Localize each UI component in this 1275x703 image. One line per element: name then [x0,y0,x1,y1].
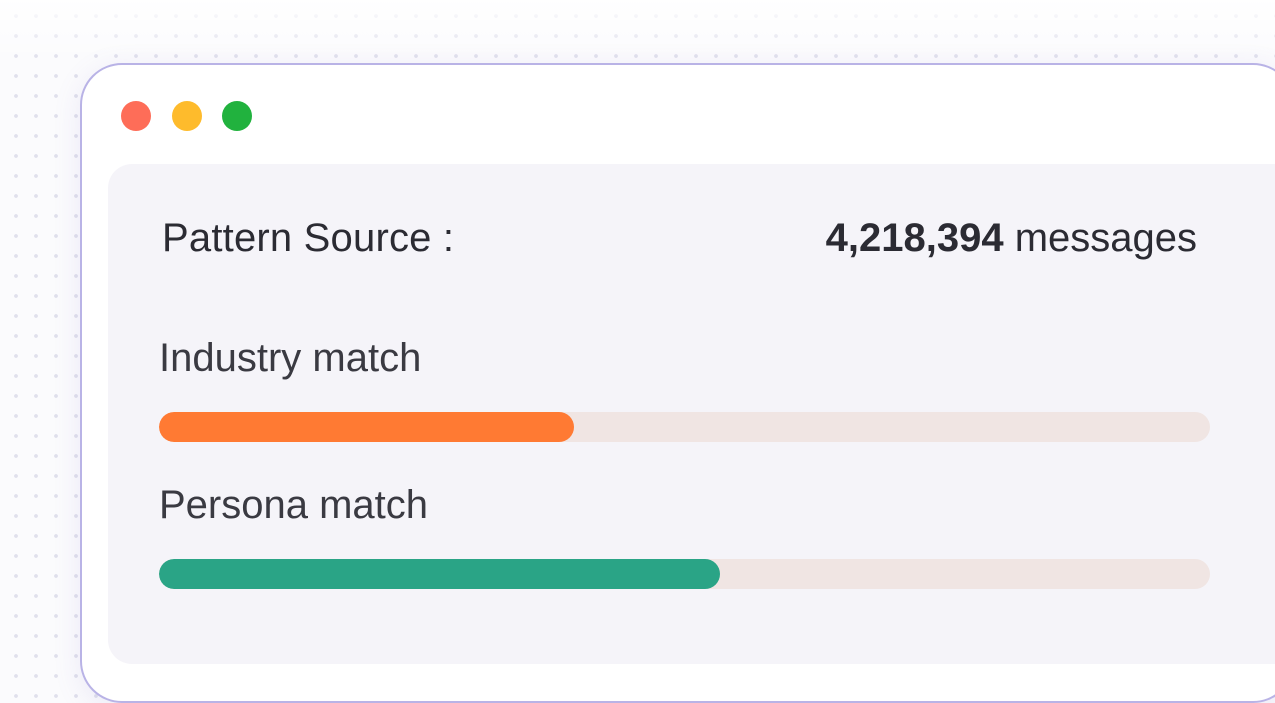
pattern-source-label: Pattern Source : [162,216,455,260]
persona-match-fill [159,559,721,589]
minimize-icon[interactable] [172,101,202,131]
maximize-icon[interactable] [222,101,252,131]
app-window: Pattern Source : 4,218,394 messages Indu… [80,63,1275,703]
stats-panel: Pattern Source : 4,218,394 messages Indu… [108,164,1275,664]
industry-match-label: Industry match [159,336,422,380]
message-unit: messages [1014,216,1197,260]
industry-match-bar [159,412,1210,442]
pattern-source-value: 4,218,394 messages [826,216,1197,261]
persona-match-bar [159,559,1210,589]
industry-match-fill [159,412,575,442]
message-count: 4,218,394 [825,216,1004,260]
close-icon[interactable] [121,101,151,131]
persona-match-label: Persona match [159,483,429,527]
